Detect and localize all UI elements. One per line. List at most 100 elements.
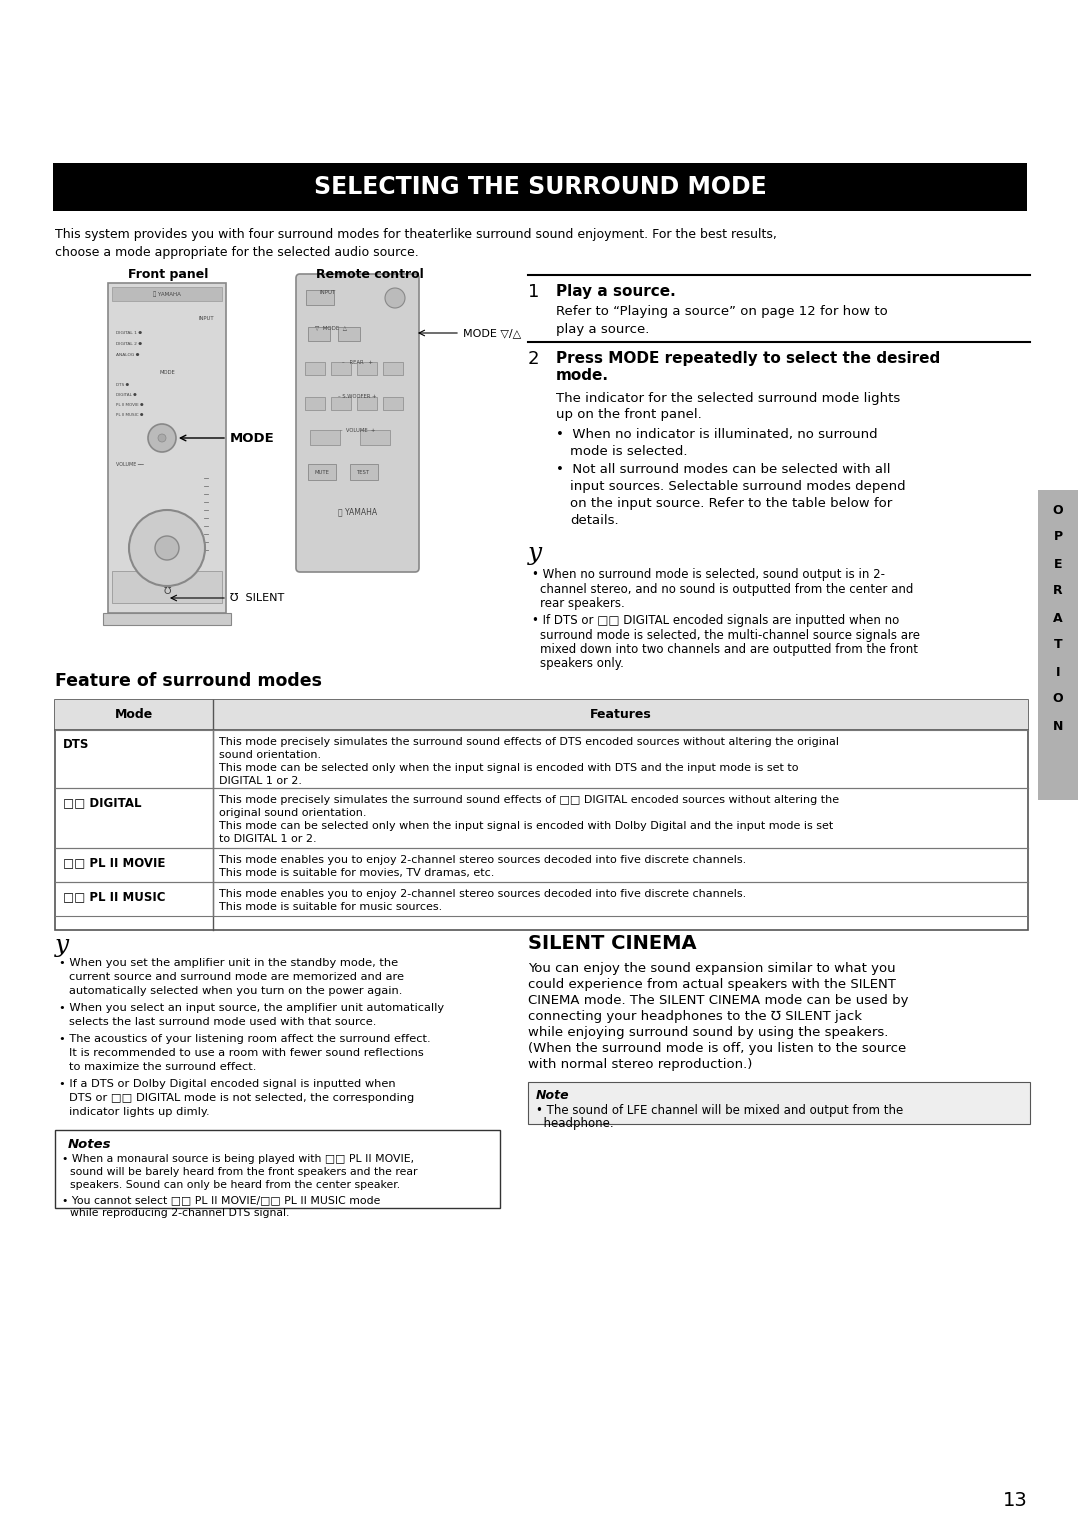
- Text: A: A: [1053, 611, 1063, 625]
- Text: ANALOG ●: ANALOG ●: [116, 353, 139, 358]
- Text: current source and surround mode are memorized and are: current source and surround mode are mem…: [69, 972, 404, 983]
- Bar: [338, 327, 360, 341]
- Text: E: E: [1054, 558, 1063, 570]
- Text: Play a source.: Play a source.: [556, 284, 676, 299]
- Text: with normal stereo reproduction.): with normal stereo reproduction.): [528, 1057, 753, 1071]
- Text: This mode is suitable for movies, TV dramas, etc.: This mode is suitable for movies, TV dra…: [219, 868, 495, 879]
- Text: R: R: [1053, 585, 1063, 597]
- Text: ℧: ℧: [163, 587, 171, 596]
- Bar: [360, 429, 390, 445]
- Text: while reproducing 2-channel DTS signal.: while reproducing 2-channel DTS signal.: [70, 1209, 289, 1218]
- Text: DIGITAL ●: DIGITAL ●: [116, 393, 137, 397]
- Bar: [330, 362, 351, 374]
- Text: y: y: [528, 542, 542, 565]
- Text: Ⓞ YAMAHA: Ⓞ YAMAHA: [338, 507, 377, 516]
- Text: mode.: mode.: [556, 368, 609, 384]
- Text: • When a monaural source is being played with □□ PL II MOVIE,: • When a monaural source is being played…: [62, 1154, 414, 1164]
- Text: on the input source. Refer to the table below for: on the input source. Refer to the table …: [570, 497, 892, 510]
- Text: play a source.: play a source.: [556, 322, 649, 336]
- Text: DIGITAL 1 ●: DIGITAL 1 ●: [116, 332, 143, 335]
- Text: channel stereo, and no sound is outputted from the center and: channel stereo, and no sound is outputte…: [540, 584, 914, 596]
- Text: y: y: [55, 934, 69, 957]
- Text: CINEMA mode. The SILENT CINEMA mode can be used by: CINEMA mode. The SILENT CINEMA mode can …: [528, 995, 908, 1007]
- Text: This mode can be selected only when the input signal is encoded with Dolby Digit: This mode can be selected only when the …: [219, 821, 834, 831]
- Text: DTS ●: DTS ●: [116, 384, 130, 387]
- Text: speakers only.: speakers only.: [540, 657, 624, 669]
- Bar: [108, 283, 226, 613]
- Text: • The acoustics of your listening room affect the surround effect.: • The acoustics of your listening room a…: [59, 1034, 431, 1044]
- Text: I: I: [1056, 666, 1061, 678]
- Bar: [1038, 490, 1078, 801]
- Circle shape: [148, 423, 176, 452]
- Text: PL II MUSIC ●: PL II MUSIC ●: [116, 413, 144, 417]
- Text: MUTE: MUTE: [314, 469, 329, 475]
- Bar: [357, 397, 377, 410]
- Text: TEST: TEST: [357, 469, 370, 475]
- Text: • When you select an input source, the amplifier unit automatically: • When you select an input source, the a…: [59, 1002, 444, 1013]
- Text: T: T: [1054, 639, 1063, 651]
- Text: Mode: Mode: [114, 709, 153, 721]
- Text: •  Not all surround modes can be selected with all: • Not all surround modes can be selected…: [556, 463, 891, 477]
- Text: PL II MOVIE ●: PL II MOVIE ●: [116, 403, 144, 406]
- Text: sound orientation.: sound orientation.: [219, 750, 321, 759]
- Text: surround mode is selected, the multi-channel source signals are: surround mode is selected, the multi-cha…: [540, 630, 920, 642]
- Text: • The sound of LFE channel will be mixed and output from the: • The sound of LFE channel will be mixed…: [536, 1105, 903, 1117]
- Text: original sound orientation.: original sound orientation.: [219, 808, 366, 817]
- Text: to DIGITAL 1 or 2.: to DIGITAL 1 or 2.: [219, 834, 316, 843]
- Text: SELECTING THE SURROUND MODE: SELECTING THE SURROUND MODE: [313, 176, 767, 199]
- Text: DTS or □□ DIGITAL mode is not selected, the corresponding: DTS or □□ DIGITAL mode is not selected, …: [69, 1093, 415, 1103]
- Text: • When you set the amplifier unit in the standby mode, the: • When you set the amplifier unit in the…: [59, 958, 399, 969]
- Text: sound will be barely heard from the front speakers and the rear: sound will be barely heard from the fron…: [70, 1167, 418, 1177]
- Text: Refer to “Playing a source” on page 12 for how to: Refer to “Playing a source” on page 12 f…: [556, 306, 888, 318]
- Text: Ⓞ YAMAHA: Ⓞ YAMAHA: [153, 292, 181, 296]
- Text: O: O: [1053, 692, 1064, 706]
- Bar: [528, 1082, 1030, 1125]
- Text: MODE ▽/△: MODE ▽/△: [463, 329, 522, 338]
- Text: mixed down into two channels and are outputted from the front: mixed down into two channels and are out…: [540, 643, 918, 656]
- Text: automatically selected when you turn on the power again.: automatically selected when you turn on …: [69, 986, 403, 996]
- Text: DTS: DTS: [63, 738, 90, 750]
- Bar: [55, 700, 1028, 730]
- Text: This mode enables you to enjoy 2-channel stereo sources decoded into five discre: This mode enables you to enjoy 2-channel…: [219, 889, 746, 898]
- Text: □□ PL II MUSIC: □□ PL II MUSIC: [63, 889, 165, 903]
- Text: • If a DTS or Dolby Digital encoded signal is inputted when: • If a DTS or Dolby Digital encoded sign…: [59, 1079, 395, 1089]
- Bar: [305, 397, 325, 410]
- Text: This mode can be selected only when the input signal is encoded with DTS and the: This mode can be selected only when the …: [219, 762, 798, 773]
- Text: This system provides you with four surround modes for theaterlike surround sound: This system provides you with four surro…: [55, 228, 777, 241]
- Text: input sources. Selectable surround modes depend: input sources. Selectable surround modes…: [570, 480, 906, 494]
- Text: while enjoying surround sound by using the speakers.: while enjoying surround sound by using t…: [528, 1025, 889, 1039]
- Text: •  When no indicator is illuminated, no surround: • When no indicator is illuminated, no s…: [556, 428, 878, 442]
- Bar: [330, 397, 351, 410]
- Text: • If DTS or □□ DIGITAL encoded signals are inputted when no: • If DTS or □□ DIGITAL encoded signals a…: [532, 614, 900, 626]
- Text: • When no surround mode is selected, sound output is in 2-: • When no surround mode is selected, sou…: [532, 568, 885, 581]
- Bar: [306, 290, 334, 306]
- Bar: [55, 1131, 500, 1209]
- Text: indicator lights up dimly.: indicator lights up dimly.: [69, 1106, 210, 1117]
- Text: mode is selected.: mode is selected.: [570, 445, 688, 458]
- Bar: [308, 465, 336, 480]
- Text: Press MODE repeatedly to select the desired: Press MODE repeatedly to select the desi…: [556, 351, 941, 367]
- Text: up on the front panel.: up on the front panel.: [556, 408, 702, 422]
- Bar: [357, 362, 377, 374]
- Text: □□ DIGITAL: □□ DIGITAL: [63, 796, 141, 808]
- Text: 13: 13: [1003, 1491, 1028, 1510]
- Text: You can enjoy the sound expansion similar to what you: You can enjoy the sound expansion simila…: [528, 963, 895, 975]
- Text: SILENT CINEMA: SILENT CINEMA: [528, 934, 697, 953]
- FancyBboxPatch shape: [296, 274, 419, 571]
- Text: INPUT: INPUT: [199, 315, 214, 321]
- Text: Notes: Notes: [68, 1138, 111, 1151]
- Text: speakers. Sound can only be heard from the center speaker.: speakers. Sound can only be heard from t…: [70, 1180, 400, 1190]
- Text: –  VOLUME  +: – VOLUME +: [340, 428, 375, 434]
- Text: P: P: [1053, 530, 1063, 544]
- Bar: [112, 287, 222, 301]
- Bar: [53, 163, 1027, 211]
- Bar: [310, 429, 340, 445]
- Circle shape: [156, 536, 179, 559]
- Text: MODE: MODE: [159, 370, 175, 376]
- Circle shape: [158, 434, 166, 442]
- Text: The indicator for the selected surround mode lights: The indicator for the selected surround …: [556, 393, 901, 405]
- Text: (When the surround mode is off, you listen to the source: (When the surround mode is off, you list…: [528, 1042, 906, 1054]
- Text: DIGITAL 2 ●: DIGITAL 2 ●: [116, 342, 143, 345]
- Text: This mode precisely simulates the surround sound effects of DTS encoded sources : This mode precisely simulates the surrou…: [219, 736, 839, 747]
- Text: Feature of surround modes: Feature of surround modes: [55, 672, 322, 691]
